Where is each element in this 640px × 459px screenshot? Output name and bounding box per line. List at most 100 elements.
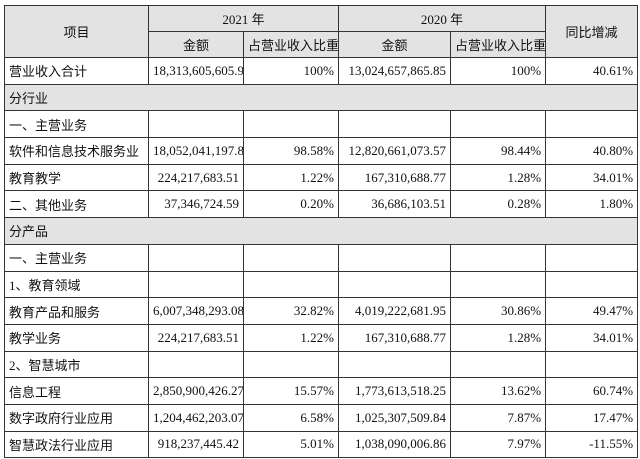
value-cell: 1,773,613,518.25 [338, 377, 452, 405]
value-cell: 167,310,688.77 [338, 323, 452, 352]
value-cell: 34.01% [545, 163, 639, 192]
header-cell: 同比增减 [545, 5, 639, 58]
value-cell: 7.87% [450, 403, 547, 432]
value-cell: 1,204,462,203.07 [148, 403, 244, 432]
value-cell: 0.28% [450, 190, 547, 219]
value-cell: -11.55% [545, 430, 639, 459]
value-cell: 34.01% [545, 323, 639, 352]
header-cell: 金额 [148, 31, 244, 58]
label-cell: 智慧政法行业应用 [4, 430, 149, 459]
header-cell: 项目 [4, 5, 149, 58]
value-cell: 12,820,661,073.57 [338, 137, 452, 165]
label-cell: 教育教学 [4, 163, 149, 192]
empty-cell [242, 243, 340, 272]
table-row: 教育产品和服务 6,007,348,293.08 32.82% 4,019,222,6… [4, 297, 639, 325]
value-cell: 1.28% [450, 163, 547, 192]
table-header: 项目 2021 年 2020 年 同比增减 金额 占营业收入比重 金额 占营业收… [4, 5, 639, 58]
value-cell: 37,346,724.59 [148, 190, 244, 219]
empty-cell [148, 110, 244, 139]
empty-cell [148, 350, 244, 379]
value-cell: 1.28% [450, 323, 547, 352]
empty-cell [338, 350, 452, 379]
header-cell: 占营业收入比重 [450, 31, 547, 58]
label-cell: 一、主营业务 [4, 110, 149, 139]
header-row: 金额 占营业收入比重 金额 占营业收入比重 [5, 31, 638, 58]
empty-cell [450, 270, 547, 299]
value-cell: 0.20% [242, 190, 340, 219]
value-cell: 17.47% [545, 403, 639, 432]
value-cell: 918,237,445.42 [148, 430, 244, 459]
table-row: 一、主营业务 [4, 110, 639, 139]
value-cell: 13.62% [450, 377, 547, 405]
value-cell: 18,313,605,605.92 [148, 57, 244, 85]
revenue-table: 项目 2021 年 2020 年 同比增减 金额 占营业收入比重 金额 占营业收… [3, 5, 639, 459]
value-cell: 30.86% [450, 297, 547, 325]
empty-cell [545, 350, 639, 379]
empty-cell [338, 110, 452, 139]
section-cell: 分产品 [3, 217, 639, 245]
table-row: 分产品 [3, 217, 639, 245]
value-cell: 32.82% [242, 297, 340, 325]
table-row: 营业收入合计 18,313,605,605.92 100% 13,024,657,86… [4, 57, 639, 85]
label-cell: 二、其他业务 [4, 190, 149, 219]
value-cell: 40.80% [545, 137, 639, 165]
value-cell: 167,310,688.77 [338, 163, 452, 192]
value-cell: 224,217,683.51 [148, 163, 244, 192]
value-cell: 5.01% [242, 430, 340, 459]
value-cell: 100% [450, 57, 547, 85]
value-cell: 60.74% [545, 377, 639, 405]
value-cell: 6.58% [242, 403, 340, 432]
label-cell: 数字政府行业应用 [4, 403, 149, 432]
table-row: 信息工程 2,850,900,426.27 15.57% 1,773,613,518.… [4, 377, 639, 405]
empty-cell [545, 110, 639, 139]
value-cell: 1,025,307,509.84 [338, 403, 452, 432]
label-cell: 教育产品和服务 [4, 297, 149, 325]
table-row: 智慧政法行业应用 918,237,445.42 5.01% 1,038,090,006… [4, 430, 639, 459]
table-row: 教育教学 224,217,683.51 1.22% 167,310,688.77 1.2… [4, 163, 639, 192]
table-row: 一、主营业务 [4, 243, 639, 272]
empty-cell [450, 110, 547, 139]
header-cell: 金额 [338, 31, 452, 58]
value-cell: 1.22% [242, 163, 340, 192]
empty-cell [148, 270, 244, 299]
table-row: 教学业务 224,217,683.51 1.22% 167,310,688.77 1.2… [4, 323, 639, 352]
empty-cell [148, 243, 244, 272]
table-row: 分行业 [3, 83, 639, 112]
header-cell: 2020 年 [338, 5, 547, 32]
empty-cell [338, 243, 452, 272]
value-cell: 49.47% [545, 297, 639, 325]
value-cell: 1,038,090,006.86 [338, 430, 452, 459]
empty-cell [545, 243, 639, 272]
value-cell: 7.97% [450, 430, 547, 459]
table-row: 二、其他业务 37,346,724.59 0.20% 36,686,103.51 0.2… [4, 190, 639, 219]
value-cell: 98.44% [450, 137, 547, 165]
label-cell: 2、智慧城市 [4, 350, 149, 379]
empty-cell [242, 350, 340, 379]
empty-cell [450, 350, 547, 379]
empty-cell [450, 243, 547, 272]
value-cell: 40.61% [545, 57, 639, 85]
value-cell: 100% [242, 57, 340, 85]
value-cell: 18,052,041,197.82 [148, 137, 244, 165]
empty-cell [242, 270, 340, 299]
table-row: 软件和信息技术服务业 18,052,041,197.82 98.58% 12,820,… [4, 137, 639, 165]
value-cell: 2,850,900,426.27 [148, 377, 244, 405]
empty-cell [338, 270, 452, 299]
label-cell: 营业收入合计 [4, 57, 149, 85]
table-row: 1、教育领域 [4, 270, 639, 299]
value-cell: 15.57% [242, 377, 340, 405]
table-row: 数字政府行业应用 1,204,462,203.07 6.58% 1,025,307,5… [4, 403, 639, 432]
label-cell: 一、主营业务 [4, 243, 149, 272]
value-cell: 36,686,103.51 [338, 190, 452, 219]
value-cell: 6,007,348,293.08 [148, 297, 244, 325]
table-body: 营业收入合计 18,313,605,605.92 100% 13,024,657,86… [3, 57, 639, 459]
value-cell: 98.58% [242, 137, 340, 165]
value-cell: 1.80% [545, 190, 639, 219]
label-cell: 教学业务 [4, 323, 149, 352]
header-cell: 2021 年 [147, 5, 340, 32]
empty-cell [545, 270, 639, 299]
value-cell: 1.22% [242, 323, 340, 352]
value-cell: 13,024,657,865.85 [338, 57, 452, 85]
